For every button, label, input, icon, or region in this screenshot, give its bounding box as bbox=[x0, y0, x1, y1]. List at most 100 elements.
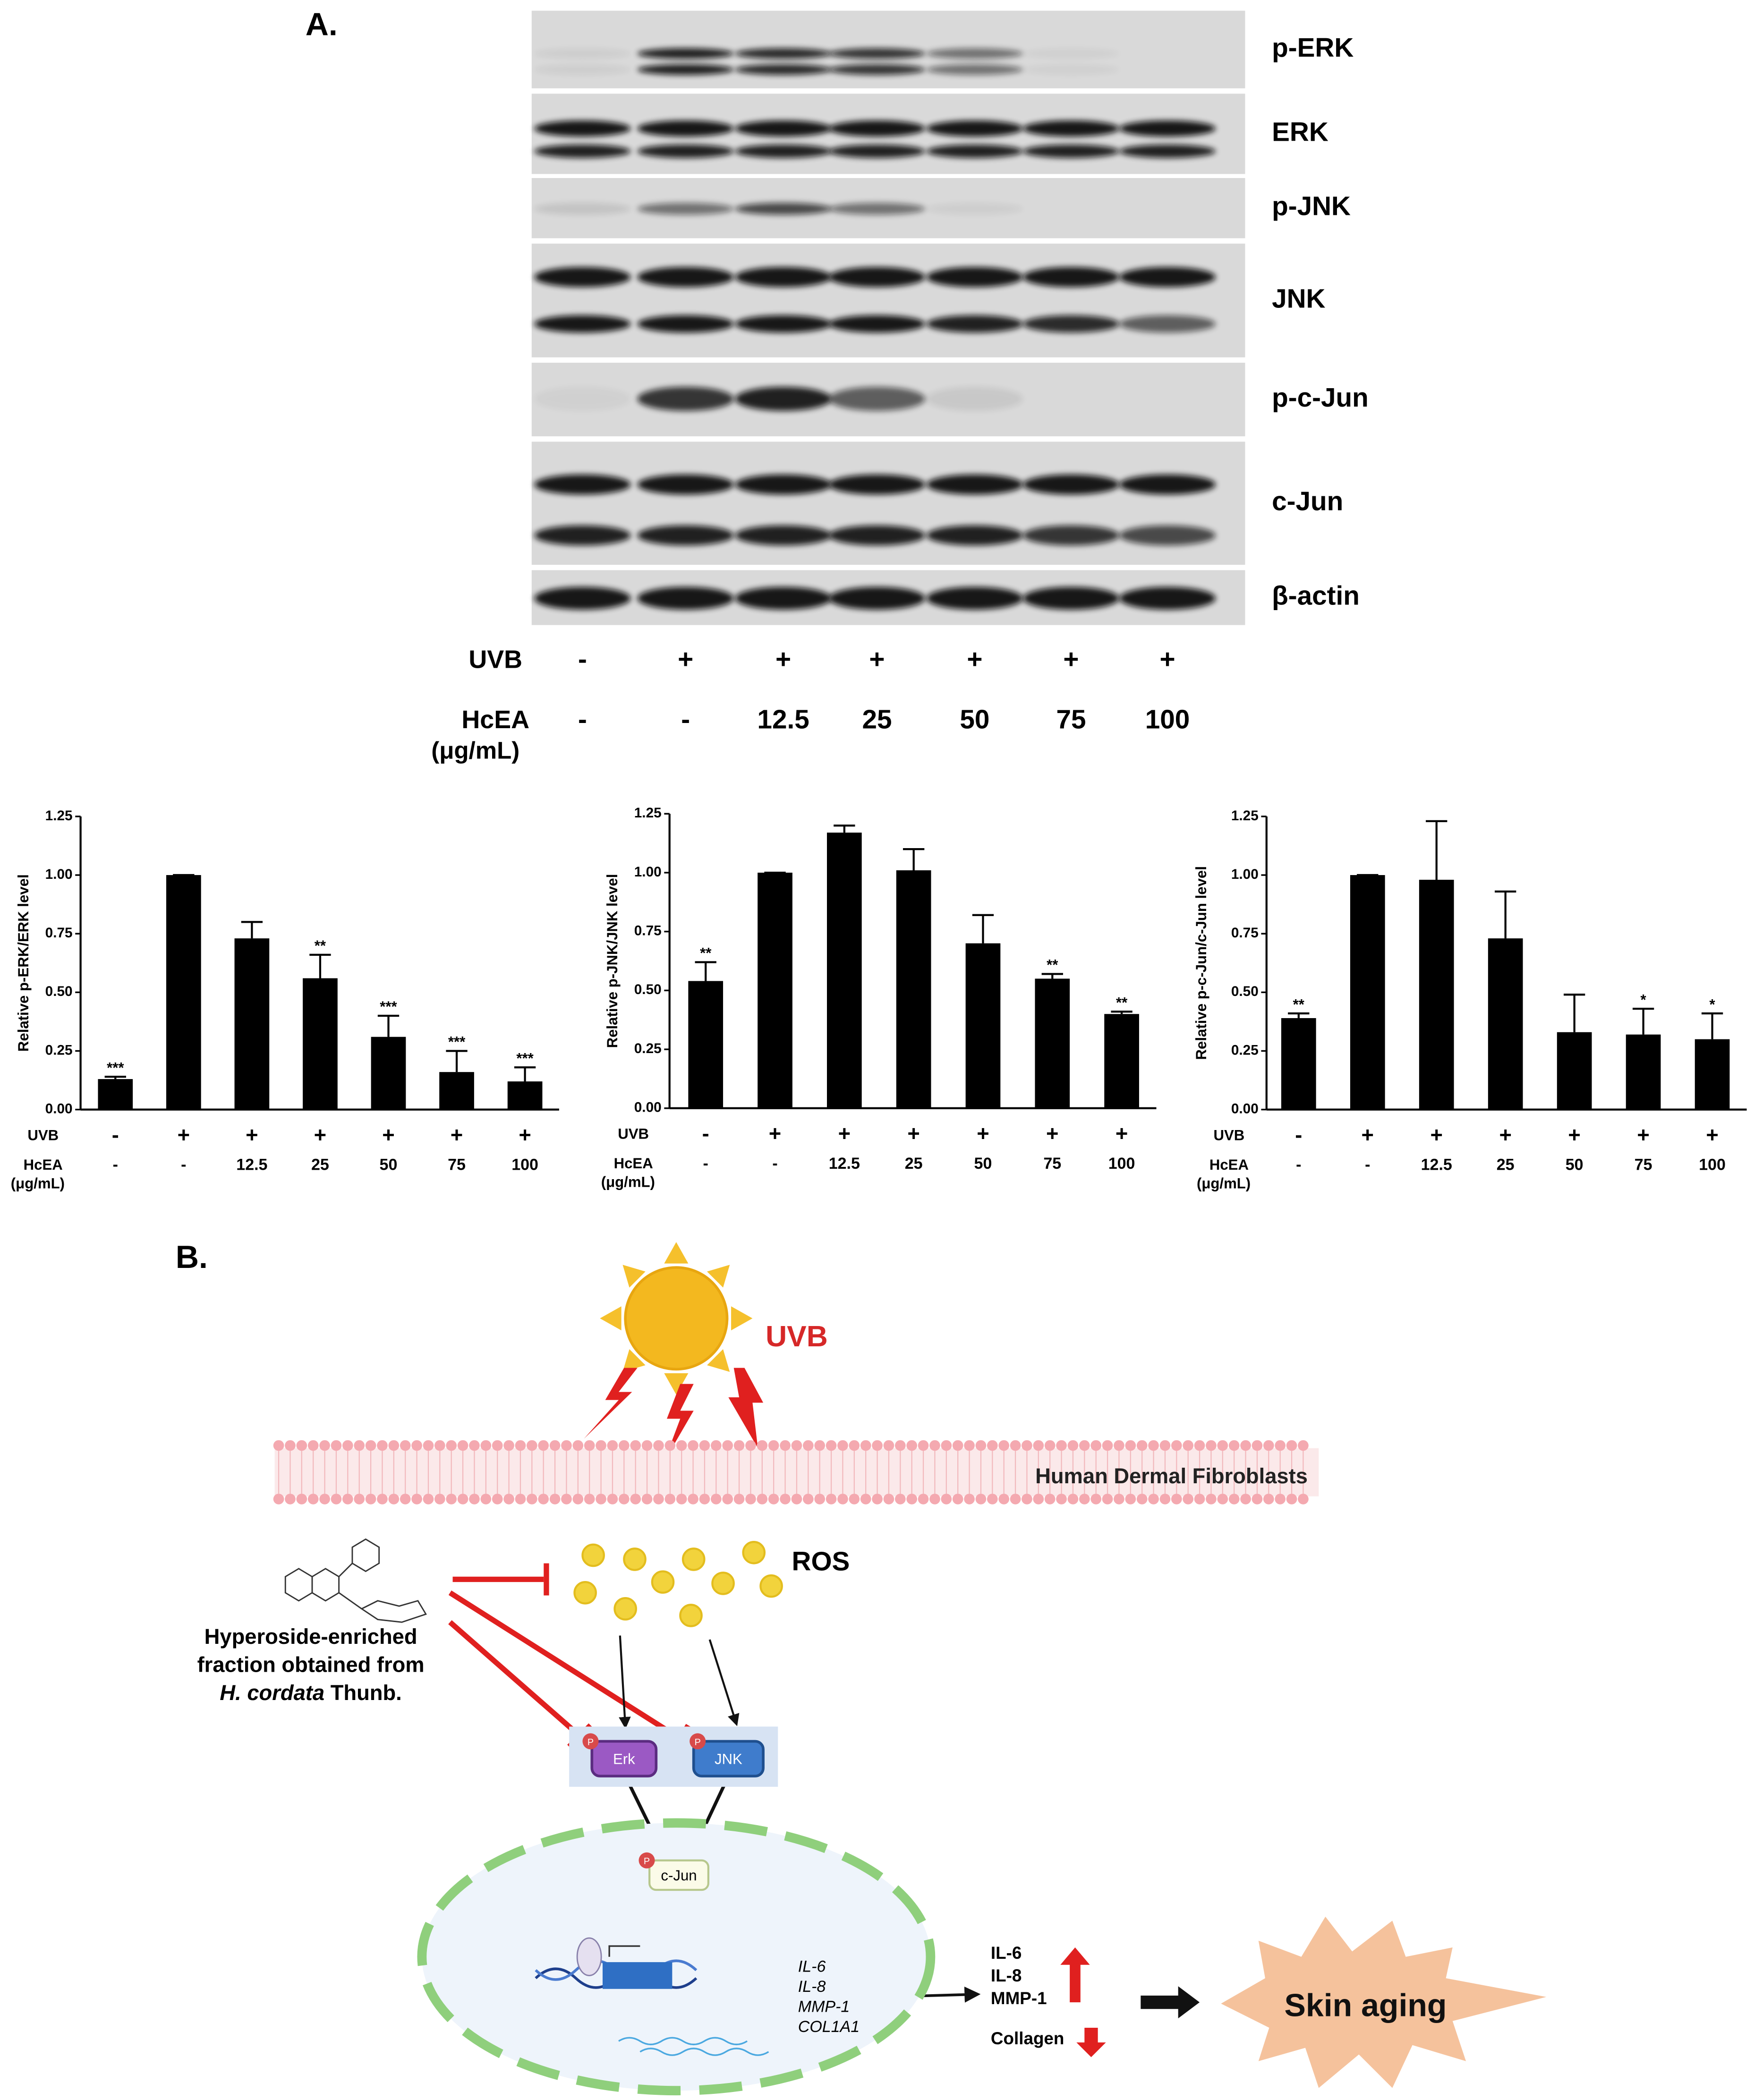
lipid-head bbox=[1022, 1440, 1032, 1451]
source-label: Hyperoside-enriched bbox=[204, 1624, 417, 1649]
blot-band bbox=[828, 203, 926, 215]
x-tick-label: 50 bbox=[1566, 1156, 1584, 1174]
x-tick-label: + bbox=[1362, 1122, 1374, 1147]
lipid-head bbox=[1240, 1440, 1251, 1451]
lipid-head bbox=[1044, 1440, 1056, 1451]
bar bbox=[98, 1079, 133, 1110]
x-tick-label: 25 bbox=[311, 1156, 329, 1174]
x-tick-label: 100 bbox=[511, 1156, 538, 1174]
lipid-head bbox=[1056, 1440, 1067, 1451]
blot-label: p-ERK bbox=[1272, 33, 1354, 63]
x-tick-label: + bbox=[977, 1121, 989, 1145]
lipid-head bbox=[676, 1494, 687, 1505]
lipid-head bbox=[1206, 1494, 1217, 1505]
lipid-head bbox=[964, 1440, 975, 1451]
blot-label: ERK bbox=[1272, 117, 1328, 147]
blot-label: c-Jun bbox=[1272, 487, 1343, 517]
lipid-head bbox=[745, 1440, 756, 1451]
bar bbox=[1694, 1039, 1730, 1110]
bar bbox=[896, 870, 931, 1108]
blot-label: β-actin bbox=[1272, 581, 1360, 611]
increased-label: IL-8 bbox=[991, 1966, 1022, 1985]
lipid-head bbox=[1022, 1494, 1032, 1505]
lipid-head bbox=[653, 1494, 664, 1505]
lipid-head bbox=[906, 1440, 918, 1451]
blot-band bbox=[637, 145, 734, 158]
y-tick-label: 0.75 bbox=[634, 923, 662, 939]
lipid-head bbox=[1240, 1494, 1251, 1505]
blot-band bbox=[1022, 48, 1120, 59]
lipid-head bbox=[860, 1494, 871, 1505]
lipid-head bbox=[515, 1440, 526, 1451]
lipid-head bbox=[1194, 1440, 1205, 1451]
lipid-head bbox=[572, 1440, 584, 1451]
significance-label: ** bbox=[700, 945, 712, 961]
lipid-head bbox=[388, 1494, 400, 1505]
bar bbox=[758, 872, 792, 1108]
phospho-label: P bbox=[695, 1737, 701, 1747]
y-tick-label: 0.50 bbox=[634, 982, 662, 997]
significance-label: * bbox=[1710, 996, 1716, 1012]
lipid-head bbox=[1125, 1494, 1136, 1505]
blot-band bbox=[828, 315, 926, 333]
lipid-head bbox=[434, 1440, 445, 1451]
blot-strip bbox=[531, 442, 1245, 565]
western-blot: p-ERK ERK p-JNK JNK p-c-Jun c-Jun β-actin UVB - +… bbox=[431, 10, 1369, 764]
erk-node bbox=[590, 1740, 658, 1777]
bar bbox=[688, 981, 724, 1108]
lipid-head bbox=[780, 1440, 791, 1451]
lipid-head bbox=[423, 1440, 434, 1451]
lipid-head bbox=[837, 1440, 848, 1451]
pathway-diagram: B. UVB Human Dermal Fibroblasts ROS bbox=[176, 1239, 1547, 2096]
blot-band bbox=[1022, 64, 1120, 75]
lipid-head bbox=[1090, 1440, 1102, 1451]
lipid-head bbox=[1217, 1440, 1228, 1451]
lipid-head bbox=[894, 1440, 906, 1451]
blot-band bbox=[1022, 145, 1120, 158]
blot-band bbox=[735, 64, 832, 75]
lipid-head bbox=[1090, 1494, 1102, 1505]
y-tick-label: 0.25 bbox=[634, 1041, 662, 1056]
lane-label: 75 bbox=[1056, 705, 1086, 735]
blot-band bbox=[637, 387, 734, 411]
lipid-head bbox=[492, 1440, 503, 1451]
blot-band bbox=[828, 267, 926, 287]
lipid-head bbox=[733, 1440, 745, 1451]
lipid-head bbox=[457, 1494, 468, 1505]
lipid-head bbox=[676, 1440, 687, 1451]
lipid-head bbox=[1033, 1440, 1044, 1451]
blot-band bbox=[828, 48, 926, 59]
lipid-head bbox=[1183, 1494, 1194, 1505]
lipid-head bbox=[1010, 1440, 1021, 1451]
lipid-head bbox=[1136, 1494, 1148, 1505]
lipid-head bbox=[688, 1440, 698, 1451]
y-tick-label: 0.75 bbox=[45, 925, 73, 941]
lane-label: + bbox=[678, 645, 693, 674]
lipid-head bbox=[929, 1494, 940, 1505]
blot-band bbox=[534, 525, 631, 545]
gene-label: IL-6 bbox=[798, 1957, 826, 1975]
cjun-node bbox=[648, 1859, 710, 1891]
blot-band bbox=[534, 120, 631, 137]
dna bbox=[535, 1937, 769, 2056]
x-tick-label: 50 bbox=[380, 1156, 398, 1174]
lipid-head bbox=[1079, 1440, 1090, 1451]
lipid-head bbox=[1010, 1494, 1021, 1505]
blot-band bbox=[735, 587, 832, 610]
source-label: H. cordata Thunb. bbox=[220, 1681, 401, 1705]
panel-label: B. bbox=[176, 1239, 208, 1275]
y-tick-label: 0.75 bbox=[1231, 925, 1259, 941]
lipid-head bbox=[1228, 1440, 1240, 1451]
bar bbox=[1626, 1034, 1661, 1110]
lipid-head bbox=[561, 1494, 572, 1505]
bar bbox=[826, 833, 862, 1108]
lipid-head bbox=[918, 1494, 929, 1505]
increased-label: MMP-1 bbox=[991, 1989, 1047, 2008]
lipid-head bbox=[469, 1440, 480, 1451]
y-tick-label: 1.00 bbox=[1231, 867, 1259, 882]
lipid-head bbox=[1194, 1494, 1205, 1505]
lipid-head bbox=[1171, 1494, 1182, 1505]
jnk-node bbox=[692, 1740, 765, 1777]
lipid-head bbox=[941, 1494, 952, 1505]
x-tick-label: 100 bbox=[1699, 1156, 1726, 1174]
